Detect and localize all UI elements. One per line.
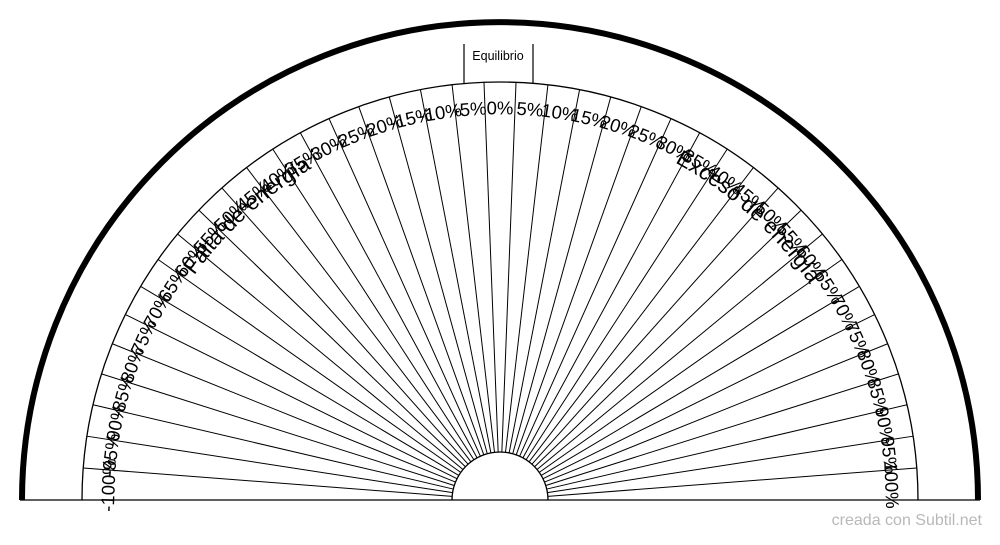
equilibrium-label: Equilibrio xyxy=(472,49,523,63)
division-line xyxy=(101,373,455,486)
division-line xyxy=(112,343,456,483)
division-line xyxy=(525,148,728,460)
division-line xyxy=(246,167,472,463)
segment-label: 0% xyxy=(487,98,514,119)
division-line xyxy=(221,187,469,465)
division-line xyxy=(419,89,492,453)
division-line xyxy=(545,373,899,486)
division-line xyxy=(515,106,642,455)
segment-label: 5% xyxy=(516,98,544,121)
division-line xyxy=(519,118,672,457)
division-line xyxy=(547,467,917,497)
division-line xyxy=(177,233,464,470)
division-line xyxy=(140,285,459,476)
division-line xyxy=(522,132,701,459)
division-line xyxy=(328,118,481,457)
division-line xyxy=(534,209,802,468)
division-line xyxy=(92,404,454,490)
division-line xyxy=(531,187,779,465)
division-line xyxy=(512,96,612,454)
division-line xyxy=(541,285,860,476)
division-line xyxy=(542,314,875,480)
division-line xyxy=(157,259,462,473)
division-line xyxy=(508,89,581,453)
hub-arc xyxy=(451,451,549,501)
division-line xyxy=(125,314,458,480)
segment-label: -5% xyxy=(453,97,487,120)
outer-arc xyxy=(19,19,981,501)
division-line xyxy=(272,148,475,460)
division-line xyxy=(505,84,549,453)
division-line xyxy=(538,259,843,473)
division-line xyxy=(358,106,485,455)
division-line xyxy=(546,404,908,490)
division-line xyxy=(388,96,488,454)
scale-arc xyxy=(81,81,919,501)
division-line xyxy=(198,209,466,468)
division-line xyxy=(536,233,823,470)
segment-label: 100% xyxy=(880,461,903,509)
division-line xyxy=(483,82,499,453)
division-lines xyxy=(83,82,917,497)
division-line xyxy=(83,467,453,497)
segment-label: -95% xyxy=(98,432,124,477)
division-line xyxy=(528,167,754,463)
division-line xyxy=(299,132,478,459)
division-line xyxy=(451,84,495,453)
segment-label: 95% xyxy=(877,435,902,474)
right-arc-label: Exceso de energía xyxy=(672,145,826,288)
division-line xyxy=(501,82,517,453)
division-line xyxy=(547,435,914,494)
division-line xyxy=(544,343,888,483)
credit-text: creada con Subtil.net xyxy=(831,512,982,529)
segment-labels: -100%-95%-90%-85%-80%-75%-70%-65%-60%-55… xyxy=(97,97,903,512)
left-arc-label: Falta de energía xyxy=(178,151,315,279)
division-line xyxy=(86,435,453,494)
segment-label: -100% xyxy=(97,458,120,512)
